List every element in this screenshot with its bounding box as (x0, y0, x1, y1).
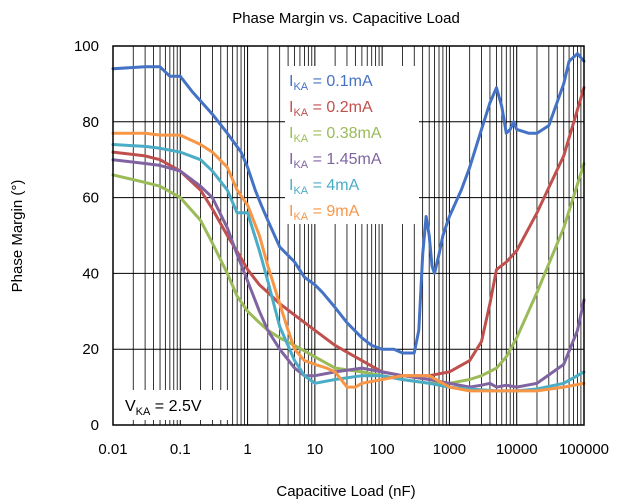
legend-entry: IKA = 0.1mA (289, 73, 373, 93)
x-tick-label: 1 (243, 441, 251, 458)
plot-frame (112, 45, 585, 426)
y-tick-label: 100 (74, 38, 99, 55)
x-tick-label: 1000 (433, 441, 466, 458)
legend-entry: IKA = 4mA (289, 177, 360, 197)
y-axis-label: Phase Margin (°) (9, 180, 26, 293)
x-axis-label: Capacitive Load (nF) (276, 483, 415, 500)
chart-title: Phase Margin vs. Capacitive Load (232, 10, 460, 27)
y-tick-label: 0 (91, 417, 99, 434)
vka-annotation: VKA = 2.5V (125, 398, 202, 418)
series-line (111, 86, 586, 378)
x-tick-label: 0.1 (170, 441, 191, 458)
series-line (111, 162, 586, 385)
y-tick-label: 60 (82, 190, 99, 207)
legend-entry: IKA = 1.45mA (289, 151, 382, 171)
x-tick-label: 10000 (496, 441, 538, 458)
x-tick-label: 10 (307, 441, 324, 458)
legend: IKA = 0.1mA IKA = 0.2mA IKA = 0.38mA IKA = … (289, 73, 382, 223)
y-tick-label: 20 (82, 341, 99, 358)
legend-background (285, 66, 419, 224)
legend-entry: IKA = 9mA (289, 203, 360, 223)
annotation-background (120, 390, 232, 420)
x-tick-label: 100000 (559, 441, 609, 458)
series-lines (111, 52, 586, 393)
series-line (111, 131, 586, 393)
tick-labels: 0.01 0.1 1 10 100 1000 10000 100000 0 20 40 60 80 100 (74, 38, 609, 458)
legend-entry: IKA = 0.2mA (289, 99, 373, 119)
grid-lines (112, 46, 584, 425)
x-tick-label: 0.01 (98, 441, 127, 458)
y-tick-label: 80 (82, 114, 99, 131)
legend-entry: IKA = 0.38mA (289, 125, 382, 145)
series-line (111, 52, 586, 355)
y-tick-label: 40 (82, 265, 99, 282)
x-tick-label: 100 (370, 441, 395, 458)
